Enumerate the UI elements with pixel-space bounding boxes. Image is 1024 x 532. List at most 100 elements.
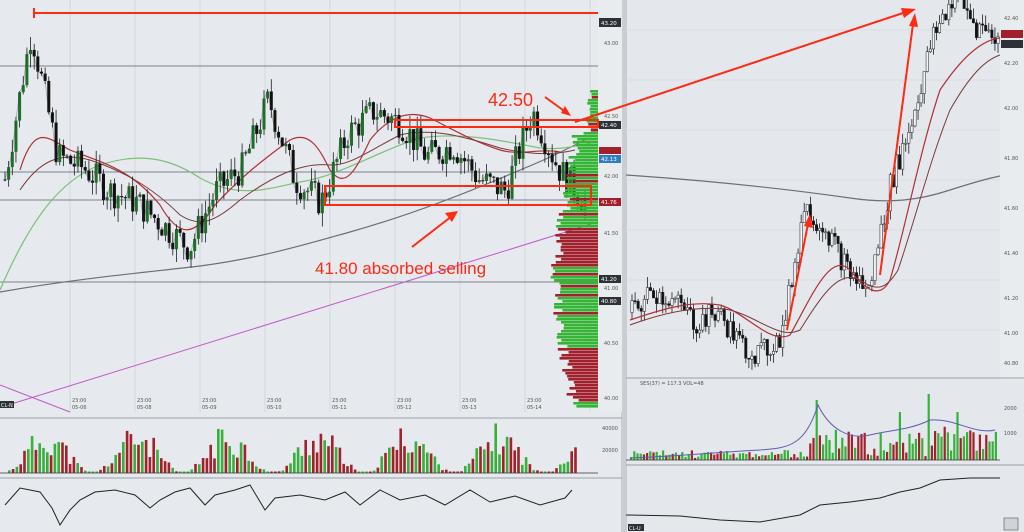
- right-volume-bar: [799, 451, 802, 460]
- right-candle-body: [907, 132, 911, 144]
- left-volume-bar: [293, 452, 296, 473]
- right-volume-bar: [892, 444, 895, 460]
- left-candle-body: [149, 200, 153, 215]
- right-volume-bar: [684, 456, 687, 460]
- right-candle-body: [965, 8, 969, 11]
- left-candle-body: [554, 162, 558, 166]
- left-volume-bar: [61, 442, 64, 473]
- left-candle-body: [521, 126, 525, 159]
- profile-bar: [577, 138, 598, 141]
- settings-gear-icon[interactable]: [1003, 517, 1019, 531]
- left-volume-bar: [388, 447, 391, 473]
- right-volume-bar: [956, 412, 959, 460]
- right-candle-body: [925, 51, 929, 72]
- right-volume-bar: [742, 453, 745, 460]
- absorbed-selling-label: 41.80 absorbed selling: [315, 259, 486, 278]
- right-candle-body: [732, 321, 735, 341]
- right-candle-body: [818, 227, 822, 231]
- right-volume-bar: [777, 454, 780, 460]
- right-volume-bar: [738, 453, 741, 460]
- left-candle-body: [492, 176, 496, 178]
- left-candle-body: [171, 242, 175, 250]
- profile-bar: [553, 312, 598, 315]
- right-volume-bar: [754, 454, 757, 460]
- left-volume-bar: [72, 456, 76, 473]
- left-volume-bar: [456, 471, 459, 473]
- left-volume-ticks: 40000 20000: [602, 426, 618, 454]
- left-volume-bar: [167, 462, 171, 473]
- profile-bar: [561, 339, 598, 342]
- left-volume-bar: [133, 444, 136, 473]
- left-volume-bar: [122, 442, 125, 473]
- right-candle-body: [692, 308, 695, 330]
- right-price-axis: [1000, 0, 1024, 380]
- right-price-tick-8: 40.80: [1004, 361, 1018, 367]
- left-candle-body: [174, 228, 178, 250]
- left-candle-body: [455, 157, 459, 163]
- right-candle-body: [845, 253, 849, 262]
- left-volume-bar: [312, 440, 315, 473]
- price-tag-red-box: [599, 147, 621, 154]
- profile-bar: [559, 357, 598, 360]
- profile-bar: [587, 102, 598, 105]
- right-volume-bar: [943, 426, 946, 460]
- profile-bar: [579, 150, 598, 153]
- profile-bar: [590, 129, 598, 132]
- price-tag-40-80-box: [599, 297, 621, 305]
- left-candle-body: [350, 122, 354, 146]
- price-tag-42-13-box: [599, 155, 621, 163]
- left-candles: [3, 37, 587, 268]
- left-volume-bar: [160, 458, 163, 473]
- profile-bar: [555, 261, 598, 264]
- right-candle-body: [796, 252, 800, 263]
- profile-bar: [588, 123, 598, 126]
- left-candle-body: [426, 151, 430, 160]
- profile-bar: [560, 249, 598, 252]
- left-volume-bar: [574, 447, 577, 473]
- left-candle-body: [463, 158, 467, 162]
- right-volume-bar: [994, 431, 997, 460]
- screen-bezel-divider: [621, 0, 627, 532]
- left-candle-body: [167, 223, 171, 243]
- profile-bar: [561, 243, 598, 246]
- left-candle-body: [331, 161, 335, 192]
- left-candle-body: [335, 159, 339, 162]
- left-candle-body: [309, 181, 313, 191]
- left-volume-bar: [304, 439, 307, 473]
- left-candle-body: [3, 179, 7, 181]
- left-volume-bar: [437, 464, 440, 473]
- right-volume-bar: [841, 437, 844, 460]
- left-volume-bar: [308, 455, 311, 473]
- right-candle-body: [759, 342, 763, 346]
- right-volume-bar: [751, 457, 754, 460]
- right-volume-bar: [953, 434, 956, 460]
- profile-bar: [572, 366, 598, 369]
- left-volume-bar: [236, 457, 239, 473]
- left-price-tags: 43.20 42.40 42.13 41.76 41.20 40.80: [599, 18, 621, 305]
- profile-bar: [569, 387, 598, 390]
- left-candle-body: [441, 159, 445, 164]
- trendline-rising: [7, 221, 599, 406]
- left-volume-bar: [570, 451, 573, 473]
- left-candle-body: [251, 125, 255, 149]
- left-candle-body: [153, 214, 157, 219]
- right-symbol-tag-box: [628, 524, 644, 531]
- left-candle-body: [193, 238, 197, 252]
- right-candle-body: [812, 220, 815, 225]
- left-volume-bar: [460, 471, 463, 473]
- right-vwap-line: [625, 174, 1001, 202]
- profile-bar: [576, 405, 598, 408]
- left-price-tick-4: 41.00: [604, 286, 618, 292]
- left-candle-body: [291, 150, 295, 183]
- left-price-tick-2: 42.00: [604, 174, 618, 180]
- right-candle-body: [636, 301, 640, 309]
- left-candle-body: [229, 169, 233, 180]
- arrow-to-right-chart: [574, 11, 907, 123]
- right-volume-bar: [962, 436, 965, 460]
- left-volume-bar: [517, 446, 520, 473]
- right-volume-bar: [700, 454, 703, 460]
- left-volume-bar: [23, 450, 26, 473]
- right-volume-bar: [703, 452, 706, 460]
- right-candle-body: [950, 4, 954, 9]
- left-candle-body: [357, 123, 361, 136]
